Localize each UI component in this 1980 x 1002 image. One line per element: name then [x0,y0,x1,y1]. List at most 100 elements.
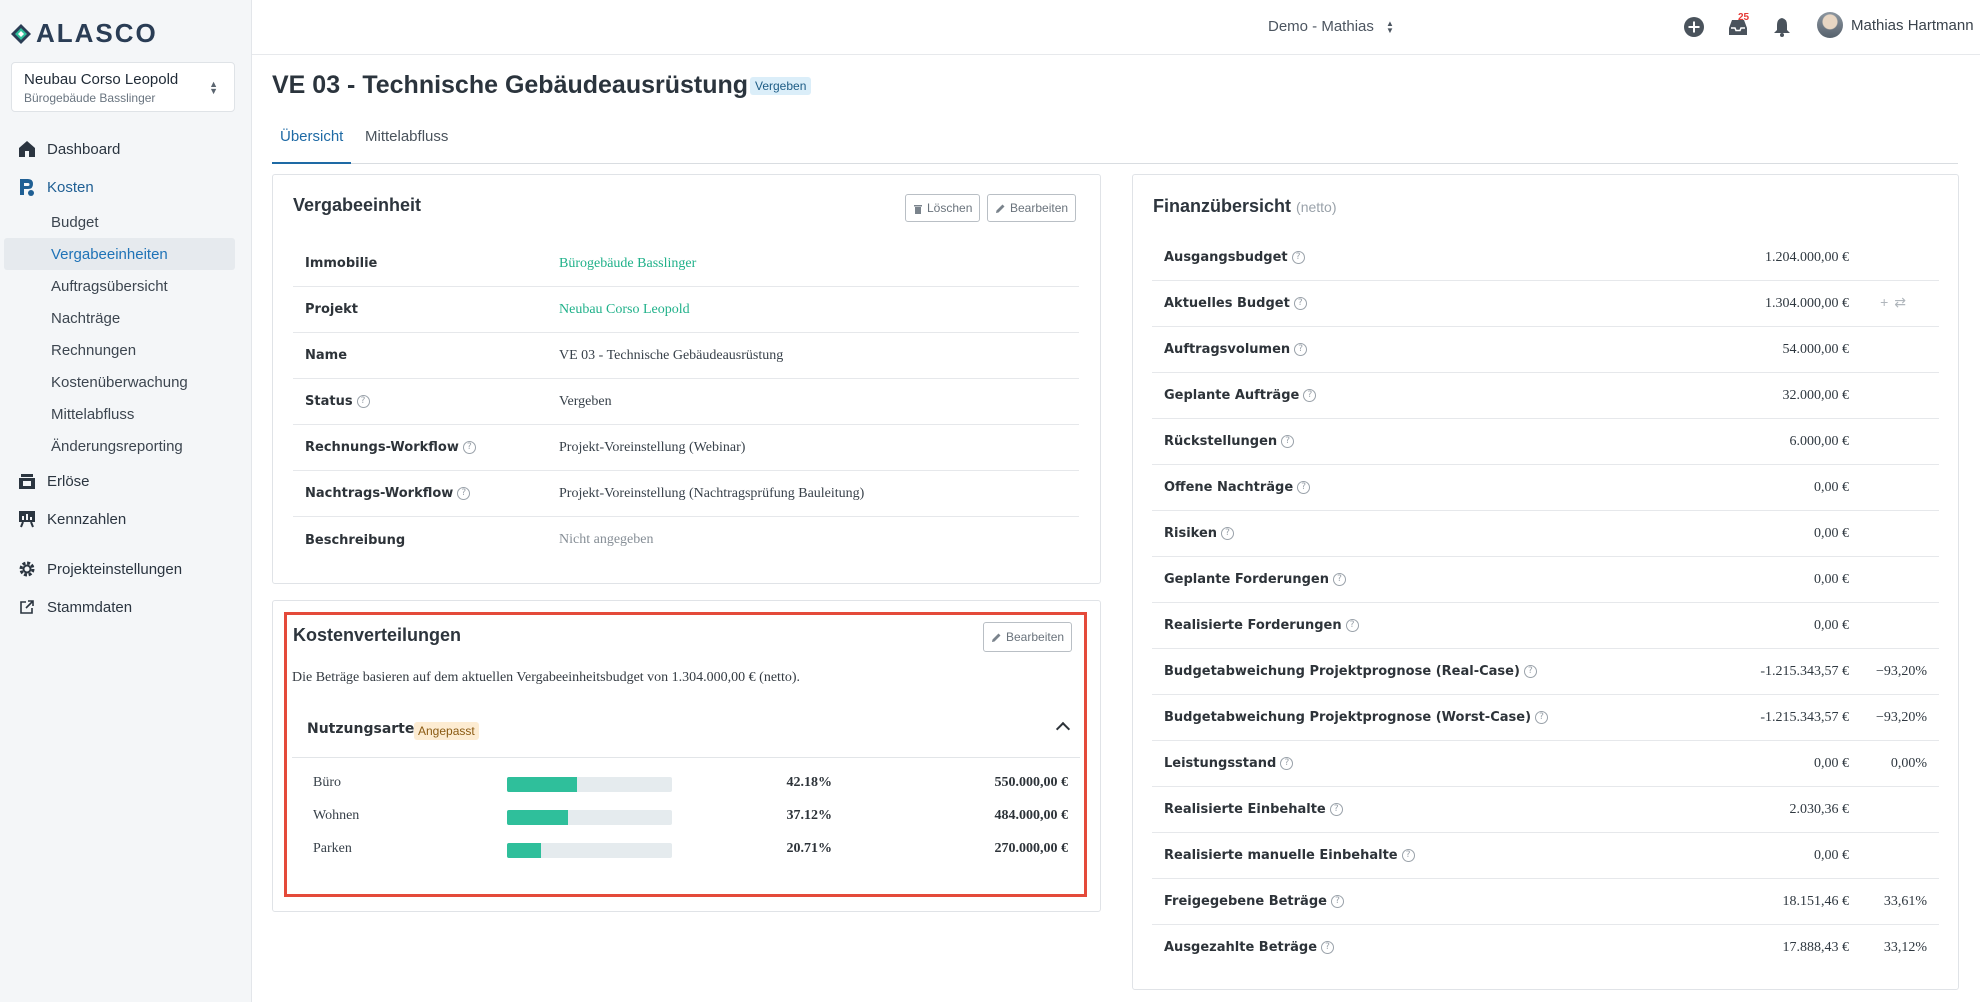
finanz-amount: -1.215.343,57 € [1760,664,1849,679]
finanz-label: Ausgangsbudget [1164,250,1288,265]
inbox-icon[interactable] [1727,16,1749,38]
sidebar-item-aenderungsreporting[interactable]: Änderungsreporting [51,437,183,455]
bell-icon[interactable] [1771,16,1793,38]
vergabeeinheit-title: Vergabeeinheit [293,195,422,215]
help-icon[interactable]: ? [1303,389,1317,402]
distribution-amount: 550.000,00 € [994,775,1069,790]
finanz-label: Freigegebene Beträge [1164,894,1327,909]
help-icon[interactable]: ? [1329,803,1343,816]
finanz-label: Budgetabweichung Projektprognose (Worst-… [1164,710,1532,725]
finanz-amount: 0,00 € [1814,572,1849,587]
help-icon[interactable]: ? [1523,665,1537,678]
edit-distribution-button[interactable]: Bearbeiten [983,622,1073,652]
distribution-bar-fill [507,777,577,792]
nutzungsarten-header[interactable]: Nutzungsarten Angepasst [292,712,1080,758]
help-icon[interactable]: ? [1321,941,1335,954]
add-icon[interactable] [1683,16,1705,38]
chart-board-icon [16,508,38,530]
project-selector[interactable]: Neubau Corso Leopold Bürogebäude Basslin… [11,62,235,112]
info-label: Projekt [305,302,359,317]
immobilie-link[interactable]: Bürogebäude Basslinger [559,255,697,271]
sidebar-item-kennzahlen[interactable]: Kennzahlen [0,500,252,538]
sidebar-item-budget[interactable]: Budget [51,213,99,231]
edit-label: Bearbeiten [1010,201,1069,215]
distribution-percent: 42.18% [786,775,833,790]
home-icon [16,138,38,160]
projekt-link[interactable]: Neubau Corso Leopold [559,301,690,317]
finanz-percent: −93,20% [1875,664,1927,679]
info-row-status: Status? Vergeben [293,379,1079,425]
finanz-row: Ausgezahlte Beträge? 17.888,43 € 33,12% [1152,925,1939,971]
sidebar-item-rechnungen[interactable]: Rechnungen [51,341,137,359]
delete-button[interactable]: Löschen [905,194,981,222]
account-switcher[interactable]: Demo - Mathias ▲ ▼ [1268,18,1394,35]
sidebar-item-kosten[interactable]: Kosten [0,168,252,206]
edit-button[interactable]: Bearbeiten [987,194,1077,222]
sidebar-item-nachtraege[interactable]: Nachträge [51,309,121,327]
help-icon[interactable]: ? [1294,343,1308,356]
user-menu[interactable]: Mathias Hartmann [1817,12,1974,38]
info-row-beschreibung: Beschreibung Nicht angegeben [293,517,1079,563]
help-icon[interactable]: ? [1332,573,1346,586]
info-value: Vergeben [559,393,612,409]
gear-icon [16,558,38,580]
finanz-amount: 2.030,36 € [1789,802,1850,817]
sidebar-item-projekteinstellungen[interactable]: Projekteinstellungen [0,550,252,588]
sidebar-label-stammdaten: Stammdaten [47,598,133,616]
alasco-logo-icon [11,23,31,44]
help-icon[interactable]: ? [1535,711,1549,724]
distribution-description: Die Beträge basieren auf dem aktuellen V… [292,670,800,685]
finanzuebersicht-subtitle: (netto) [1296,199,1337,215]
finanz-label: Auftragsvolumen [1164,342,1291,357]
distribution-percent: 37.12% [786,808,833,823]
user-name: Mathias Hartmann [1851,16,1974,34]
help-icon[interactable]: ? [1281,435,1295,448]
sidebar-item-vergabeeinheiten[interactable]: Vergabeeinheiten [4,238,235,270]
tab-bar: Übersicht Mittelabfluss [272,120,1958,164]
kostenverteilungen-title: Kostenverteilungen [293,625,462,645]
help-icon[interactable]: ? [356,395,370,408]
distribution-amount: 270.000,00 € [994,841,1069,856]
help-icon[interactable]: ? [1293,297,1307,310]
help-icon[interactable]: ? [457,487,471,500]
distribution-row: Wohnen 37.12% 484.000,00 € [292,801,1080,834]
info-label: Nachtrags-Workflow [305,486,454,501]
help-icon[interactable]: ? [462,441,476,454]
finanz-label: Aktuelles Budget [1164,296,1290,311]
finanz-row: Aktuelles Budget? 1.304.000,00 € +⇄ [1152,281,1939,327]
tab-uebersicht[interactable]: Übersicht [272,128,352,164]
distribution-bar [507,777,672,792]
info-row-rechnungs-workflow: Rechnungs-Workflow? Projekt-Voreinstellu… [293,425,1079,471]
sidebar-item-kostenueberwachung[interactable]: Kostenüberwachung [51,373,188,391]
sidebar-item-mittelabfluss[interactable]: Mittelabfluss [51,405,135,423]
help-icon[interactable]: ? [1330,895,1344,908]
sidebar-item-dashboard[interactable]: Dashboard [0,130,252,168]
info-value: VE 03 - Technische Gebäudeausrüstung [559,347,784,363]
sidebar-item-auftragsuebersicht[interactable]: Auftragsübersicht [51,277,168,295]
distribution-name: Büro [313,775,341,790]
help-icon[interactable]: ? [1297,481,1311,494]
brand-logo[interactable]: ALASCO [10,18,158,49]
pencil-icon [992,633,1001,642]
help-icon[interactable]: ? [1291,251,1305,264]
sidebar-item-erloese[interactable]: Erlöse [0,462,252,500]
add-icon[interactable]: + [1880,294,1895,310]
tab-mittelabfluss[interactable]: Mittelabfluss [365,128,449,145]
distribution-bar-fill [507,810,569,825]
transfer-icon[interactable]: ⇄ [1894,294,1912,310]
sidebar-label-erloese: Erlöse [47,472,90,490]
finanz-percent: −93,20% [1875,710,1927,725]
distribution-amount: 484.000,00 € [994,808,1069,823]
help-icon[interactable]: ? [1221,527,1235,540]
chevron-up-icon[interactable] [1055,721,1071,737]
help-icon[interactable]: ? [1345,619,1359,632]
chevron-updown-icon: ▲ ▼ [1386,19,1394,36]
sidebar-item-stammdaten[interactable]: Stammdaten [0,588,252,626]
help-icon[interactable]: ? [1401,849,1415,862]
page-title: VE 03 - Technische Gebäudeausrüstung [272,71,749,99]
finanz-label: Leistungsstand [1164,756,1277,771]
finanz-amount: 1.204.000,00 € [1765,250,1849,265]
help-icon[interactable]: ? [1280,757,1294,770]
finanz-percent: 33,12% [1883,940,1927,955]
finanz-amount: 1.304.000,00 € [1765,296,1849,311]
